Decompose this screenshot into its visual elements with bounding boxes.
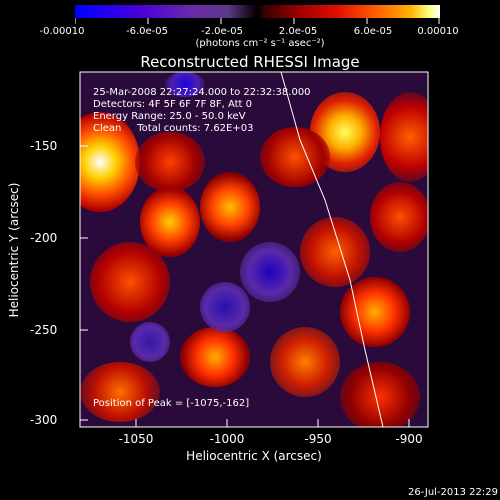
cold-spot [165,72,205,97]
x-tick-label: -1000 [209,432,245,446]
colorbar-units: (photons cm⁻² s⁻¹ asec⁻²) [195,38,325,49]
colorbar-tick-label: 0.00010 [417,26,459,37]
detectors: Detectors: 4F 5F 6F 7F 8F, Att 0 [93,99,253,110]
colorbar-tick-label: 2.0e-05 [278,26,318,37]
clean-counts: Clean Total counts: 7.62E+03 [93,123,254,134]
hot-spot [260,127,330,187]
hot-spot [380,92,428,182]
observation-info: 25-Mar-2008 22:27:24.000 to 22:32:38.000… [93,87,311,135]
hot-spot [80,362,160,422]
image-title: Reconstructed RHESSI Image [140,53,360,71]
hot-spot [300,217,370,287]
axis-ticks [80,145,410,427]
colorbar-tick-label: -6.0e-05 [126,26,168,37]
timestamp: 26-Jul-2013 22:29 [407,487,498,498]
cold-spot [240,242,300,302]
y-tick-label: -150 [30,139,58,153]
y-tick-label: -250 [30,323,58,337]
x-tick-label: -950 [304,432,332,446]
colorbar-tick-label: -0.00010 [39,26,85,37]
peak-position: Position of Peak = [-1075,-162] [93,398,250,409]
cold-spot [200,282,250,332]
hot-spot [135,132,205,192]
hot-spot [370,182,428,252]
y-tick-label: -300 [30,413,58,427]
colorbar [75,5,440,18]
colorbar-tick-label: -2.0e-05 [201,26,243,37]
x-tick-label: -1050 [118,432,154,446]
plot-frame [79,71,429,428]
colorbar-ticks [75,18,440,24]
x-axis-label: Heliocentric X (arcsec) [186,449,322,463]
hot-spot [200,172,260,242]
x-tick-label: -900 [395,432,423,446]
hot-spot [90,242,170,322]
cold-spot [130,322,170,362]
hot-spot [270,327,340,397]
hot-spot [180,327,250,387]
hot-spot [140,187,200,257]
colorbar-tick-label: 6.0e-05 [353,26,393,37]
energy-range: Energy Range: 25.0 - 50.0 keV [93,111,246,122]
y-axis-label: Heliocentric Y (arcsec) [7,182,21,318]
solar-limb-line [280,71,384,428]
time-range: 25-Mar-2008 22:27:24.000 to 22:32:38.000 [93,87,311,98]
y-tick-label: -200 [30,231,58,245]
